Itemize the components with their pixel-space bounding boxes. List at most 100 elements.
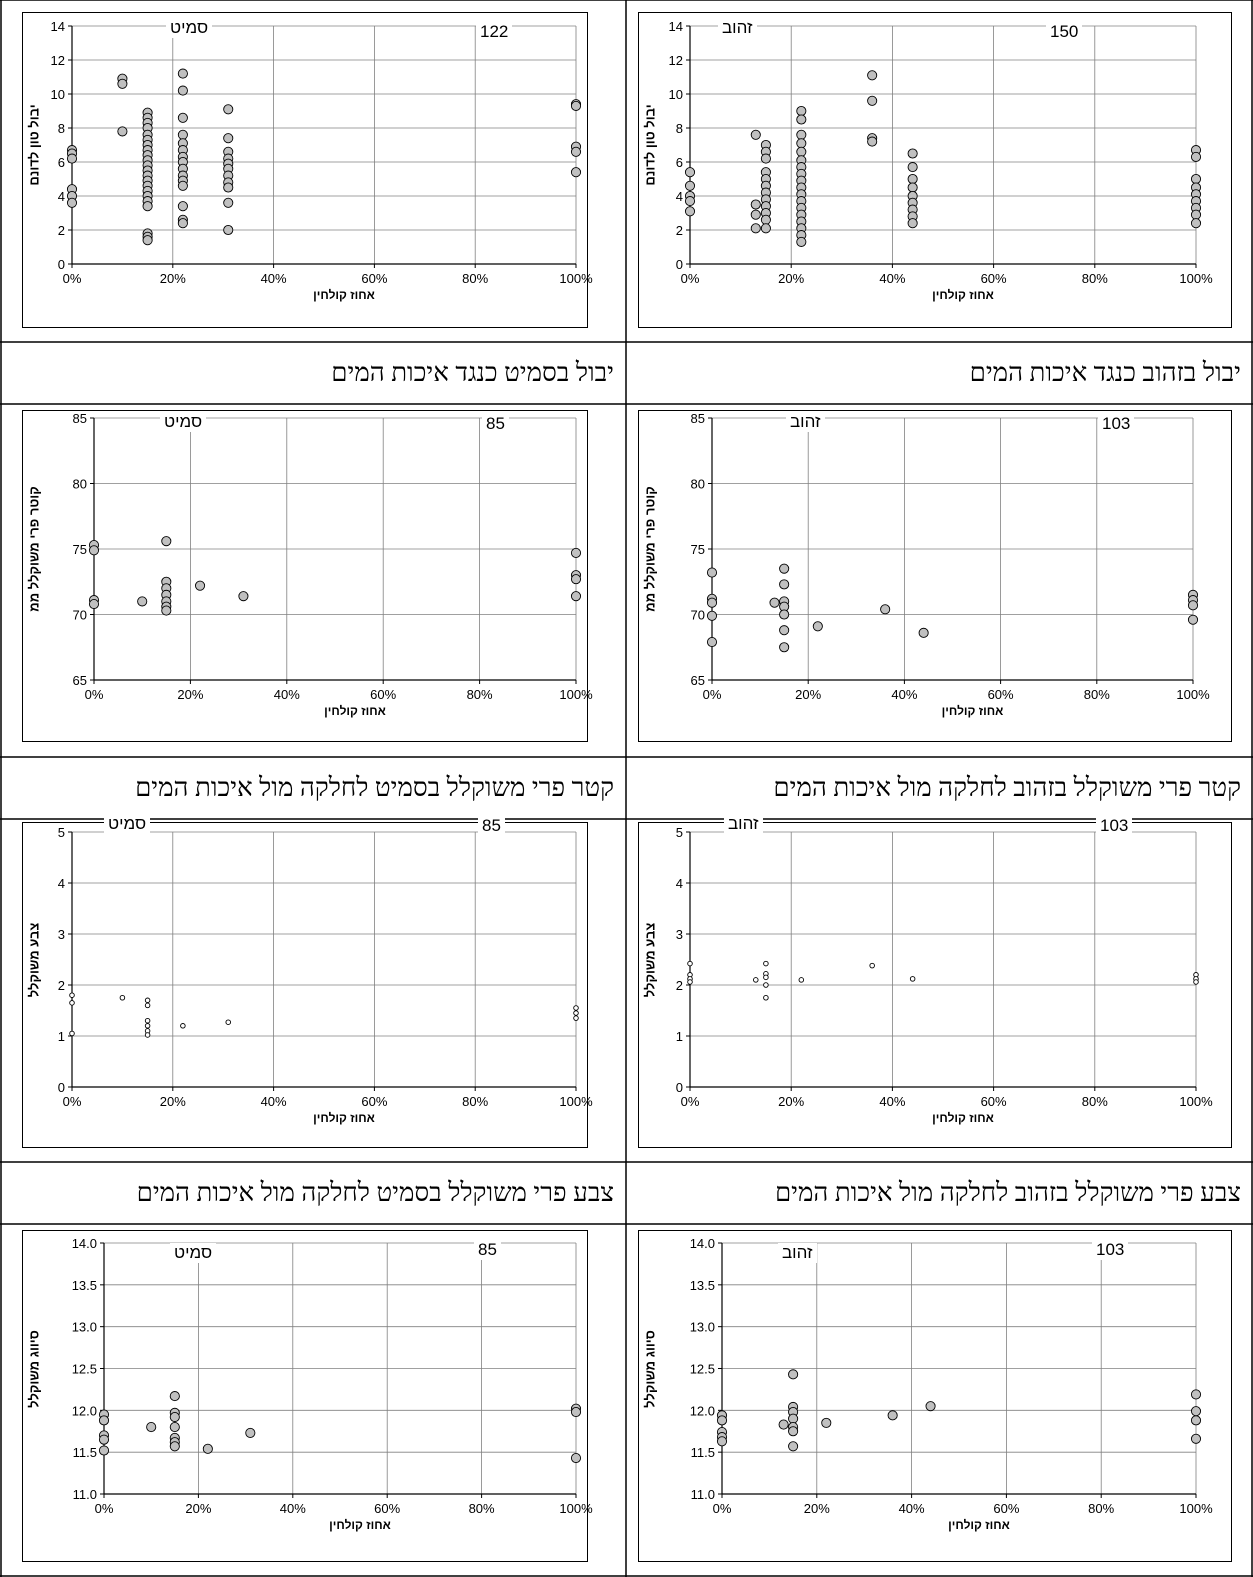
data-point [144,1002,151,1009]
data-point [812,621,823,632]
data-point [778,1419,789,1430]
data-point [119,995,126,1001]
count-label: 85 [482,414,509,434]
x-tick-label: 0% [63,1094,82,1109]
data-point [880,604,891,615]
x-tick-label: 60% [993,1501,1019,1516]
data-point [223,104,234,115]
x-tick-label: 80% [1082,1094,1108,1109]
x-tick-label: 100% [559,271,593,286]
data-point [570,1452,582,1464]
data-point [1190,1433,1202,1444]
x-tick-label: 20% [778,271,804,286]
caption-diameter-smit: קטר פרי משוקלל בסמיט לחלקה מול איכות המי… [135,773,614,802]
data-point [925,1401,936,1412]
data-point [169,1441,180,1452]
data-point [779,625,790,636]
data-point [706,610,718,621]
x-tick-label: 80% [467,687,493,702]
data-point [98,1445,110,1456]
x-tick-label: 80% [469,1501,495,1516]
y-tick-label: 3 [58,927,65,942]
y-tick-label: 13.5 [72,1278,97,1293]
data-point [169,1422,180,1433]
data-point [869,962,875,969]
y-tick-label: 1 [58,1029,65,1044]
data-point [909,976,916,982]
y-tick-label: 5 [58,825,65,840]
data-point [763,995,769,1001]
y-tick-label: 3 [676,927,683,942]
x-tick-label: 80% [462,1094,488,1109]
chart-frame [22,12,588,328]
x-tick-label: 60% [374,1501,400,1516]
data-point [684,196,696,207]
caption-yield-zahov: יבול בזהוב כנגד איכות המים [969,358,1241,387]
y-tick-label: 85 [73,411,87,426]
y-tick-label: 14.0 [72,1236,97,1251]
data-point [788,1369,799,1380]
x-tick-label: 80% [1088,1501,1114,1516]
data-point [788,1413,799,1424]
data-point [169,1411,180,1423]
data-point [144,1023,151,1029]
x-tick-label: 0% [63,271,82,286]
data-point [684,206,696,217]
data-point [69,1030,75,1037]
chart-frame [638,410,1232,742]
x-axis-label: אחוז קולחין [941,704,1004,718]
count-label: 150 [1046,22,1083,42]
x-tick-label: 20% [804,1501,830,1516]
y-tick-label: 8 [676,121,683,136]
count-label: 122 [476,22,513,42]
y-tick-label: 13.5 [690,1278,715,1293]
y-tick-label: 12.0 [72,1403,97,1418]
data-point [98,1415,110,1426]
data-point [66,153,78,164]
count-label: 103 [1098,414,1135,434]
data-point [146,1422,157,1433]
data-point [1187,600,1199,611]
data-point [570,591,582,602]
data-point [1190,1415,1202,1426]
y-tick-label: 10 [51,87,65,102]
variety-label: סמיט [166,18,213,38]
y-tick-label: 11.0 [73,1487,97,1502]
x-tick-label: 20% [778,1094,804,1109]
data-point [867,136,878,147]
data-point [760,153,771,164]
y-tick-label: 85 [691,411,705,426]
data-point [144,997,151,1004]
x-tick-label: 100% [559,1501,593,1516]
x-tick-label: 20% [185,1501,211,1516]
data-point [769,597,780,608]
x-tick-label: 60% [981,271,1007,286]
y-tick-label: 11.5 [73,1445,97,1460]
x-tick-label: 100% [1179,271,1213,286]
data-point [918,627,929,638]
count-label: 103 [1092,1240,1129,1260]
x-tick-label: 100% [1179,1501,1213,1516]
data-point [570,1406,582,1418]
data-point [66,197,78,208]
x-tick-label: 0% [713,1501,732,1516]
y-tick-label: 65 [691,673,705,688]
data-point [753,977,759,983]
x-tick-label: 20% [177,687,203,702]
data-point [570,574,582,585]
data-point [867,95,878,106]
x-tick-label: 0% [681,271,700,286]
variety-label: זהוב [786,412,825,432]
data-point [117,126,128,137]
x-tick-label: 60% [361,1094,387,1109]
chart-frame [638,12,1232,328]
x-tick-label: 40% [879,1094,905,1109]
x-tick-label: 100% [1176,687,1210,702]
y-tick-label: 1 [676,1029,683,1044]
data-point [1187,614,1199,625]
